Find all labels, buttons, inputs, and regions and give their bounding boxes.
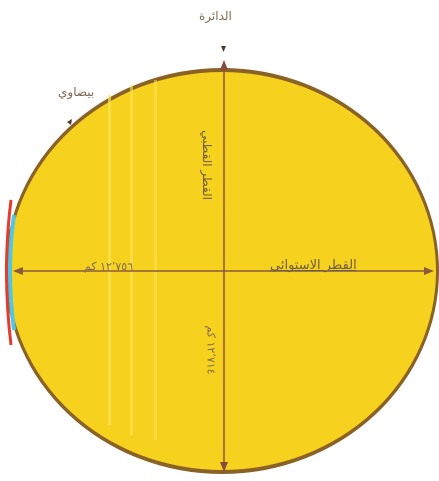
ellipse-edge-red [5,199,13,346]
polar-arrow-bottom-icon [220,462,228,472]
highlight-streak [108,95,111,425]
polar-diameter-label: القطر القطبي [200,130,214,200]
equatorial-diameter-value: ١٢٬٧٥٦ كم [84,260,134,273]
ellipse-label: بيضاوي [58,85,95,99]
polar-arrow-top-icon [220,60,228,70]
highlight-streak [130,85,133,435]
highlight-streak [154,80,157,440]
equatorial-diameter-label: القطر الاستوائي [270,258,357,273]
circle-pointer-icon [221,46,226,52]
equatorial-arrow-left-icon [13,267,23,275]
equatorial-arrow-right-icon [424,267,434,275]
ellipse-pointer-icon [67,119,72,125]
ellipse-edge-cyan [8,214,16,331]
circle-label: الدائرة [199,9,232,23]
polar-diameter-value: ١٢٬٧١٤ كم [204,325,218,375]
